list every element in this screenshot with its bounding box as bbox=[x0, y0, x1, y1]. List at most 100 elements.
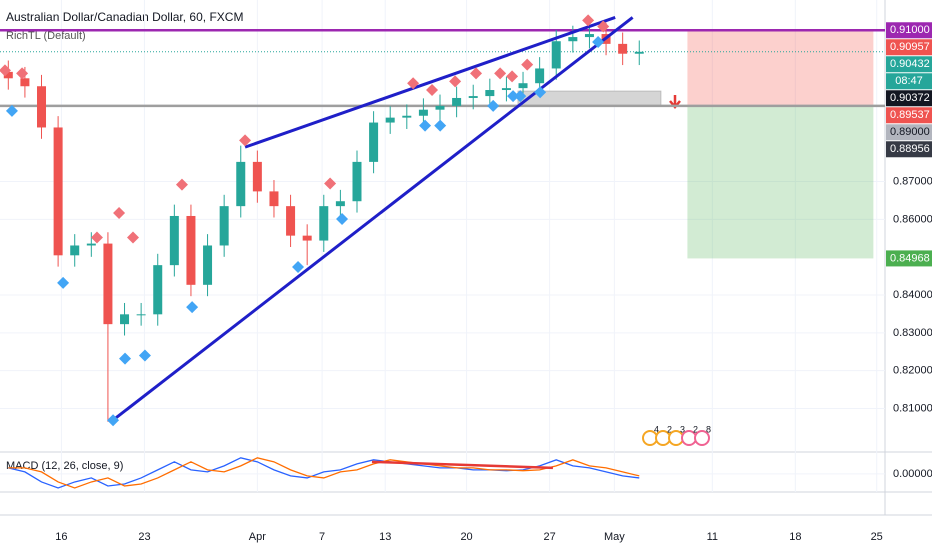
signal-diamond bbox=[107, 414, 120, 427]
candle-body bbox=[634, 51, 644, 54]
signal-diamond bbox=[514, 90, 527, 103]
price-tag bbox=[886, 107, 932, 124]
signal-diamond bbox=[57, 276, 70, 289]
x-tick-label: 27 bbox=[543, 531, 555, 543]
signal-diamond bbox=[407, 77, 420, 90]
candle-body bbox=[402, 115, 412, 118]
price-tag bbox=[886, 90, 932, 107]
event-count: 2 bbox=[693, 424, 698, 434]
x-tick-label: 25 bbox=[871, 531, 883, 543]
candle-body bbox=[53, 127, 63, 256]
signal-diamond bbox=[113, 206, 126, 219]
candle-body bbox=[501, 88, 511, 91]
candle-body bbox=[219, 206, 229, 246]
candle-body bbox=[236, 161, 246, 207]
y-tick-label: 0.82000 bbox=[893, 365, 932, 377]
candle-body bbox=[418, 109, 428, 116]
candle-body bbox=[518, 83, 528, 89]
event-icon bbox=[694, 430, 710, 446]
price-tag bbox=[886, 250, 932, 267]
x-tick-label: Apr bbox=[249, 531, 266, 543]
y-tick-label: 0.81000 bbox=[893, 402, 932, 414]
target-box bbox=[687, 105, 874, 259]
signal-diamond bbox=[324, 177, 337, 190]
event-count: 4 bbox=[654, 424, 659, 434]
candle-body bbox=[269, 191, 279, 207]
price-tag bbox=[886, 39, 932, 56]
candle-body bbox=[335, 201, 345, 207]
candle-body bbox=[169, 215, 179, 266]
candle-body bbox=[385, 117, 395, 123]
signal-diamond bbox=[426, 84, 439, 97]
trendline bbox=[111, 16, 634, 422]
signal-diamond bbox=[5, 104, 18, 117]
x-tick-label: May bbox=[604, 531, 625, 543]
price-tag bbox=[886, 141, 932, 158]
candle-body bbox=[485, 90, 495, 97]
price-tag bbox=[886, 124, 932, 141]
candle-body bbox=[286, 206, 296, 236]
signal-diamond bbox=[138, 349, 151, 362]
signal-diamond bbox=[494, 67, 507, 80]
signal-diamond bbox=[16, 67, 29, 80]
price-tag-label: 0.88956 bbox=[890, 143, 930, 155]
signal-diamond bbox=[507, 90, 520, 103]
indicator-label: RichTL (Default) bbox=[6, 30, 86, 42]
x-tick-label: 18 bbox=[789, 531, 801, 543]
signal-diamond bbox=[119, 352, 132, 365]
y-tick-label: 0.84000 bbox=[893, 289, 932, 301]
macd-tick-label: 0.00000 bbox=[893, 468, 932, 480]
candle-body bbox=[584, 34, 594, 38]
countdown-tag bbox=[886, 73, 932, 90]
candle-body bbox=[618, 43, 628, 54]
price-tag-label: 0.90432 bbox=[890, 58, 930, 70]
chart-title: Australian Dollar/Canadian Dollar, 60, F… bbox=[6, 10, 243, 24]
candle-body bbox=[103, 243, 113, 325]
signal-diamond bbox=[521, 58, 534, 71]
candle-body bbox=[203, 245, 213, 285]
price-tag bbox=[886, 22, 932, 39]
candle-body bbox=[136, 314, 146, 316]
price-tag-label: 0.89000 bbox=[890, 126, 930, 138]
x-tick-label: 20 bbox=[460, 531, 472, 543]
candle-body bbox=[369, 122, 379, 162]
signal-diamond bbox=[434, 119, 447, 132]
price-tag-label: 0.90372 bbox=[890, 92, 930, 104]
candle-body bbox=[319, 206, 329, 241]
candle-body bbox=[70, 245, 80, 256]
price-tag bbox=[886, 56, 932, 73]
signal-diamond bbox=[487, 99, 500, 112]
candle-body bbox=[302, 235, 312, 241]
x-tick-label: 11 bbox=[707, 531, 718, 543]
candle-body bbox=[468, 96, 478, 98]
signal-diamond bbox=[419, 119, 432, 132]
countdown-label: 08:47 bbox=[895, 75, 923, 87]
y-tick-label: 0.87000 bbox=[893, 175, 932, 187]
signal-diamond bbox=[506, 70, 519, 83]
candle-body bbox=[568, 37, 578, 42]
divergence-line bbox=[371, 460, 553, 470]
signal-diamond bbox=[126, 231, 139, 244]
candle-body bbox=[20, 78, 30, 87]
price-tag-label: 0.90957 bbox=[890, 41, 930, 53]
x-tick-label: 23 bbox=[138, 531, 150, 543]
signal-diamond bbox=[470, 67, 483, 80]
signal-diamond bbox=[90, 231, 103, 244]
candle-body bbox=[352, 161, 362, 202]
candle-body bbox=[186, 215, 196, 285]
signal-diamond bbox=[0, 64, 11, 77]
candle-body bbox=[252, 161, 262, 192]
x-tick-label: 13 bbox=[379, 531, 391, 543]
signal-diamond bbox=[292, 261, 305, 274]
candle-body bbox=[153, 265, 163, 315]
event-count: 8 bbox=[706, 424, 711, 434]
signal-diamond bbox=[592, 35, 605, 48]
event-count: 3 bbox=[680, 424, 685, 434]
signal-diamond bbox=[582, 14, 595, 27]
signal-diamond bbox=[534, 86, 547, 99]
x-tick-label: 16 bbox=[55, 531, 67, 543]
macd-title: MACD (12, 26, close, 9) bbox=[6, 460, 123, 472]
candle-body bbox=[551, 41, 561, 69]
